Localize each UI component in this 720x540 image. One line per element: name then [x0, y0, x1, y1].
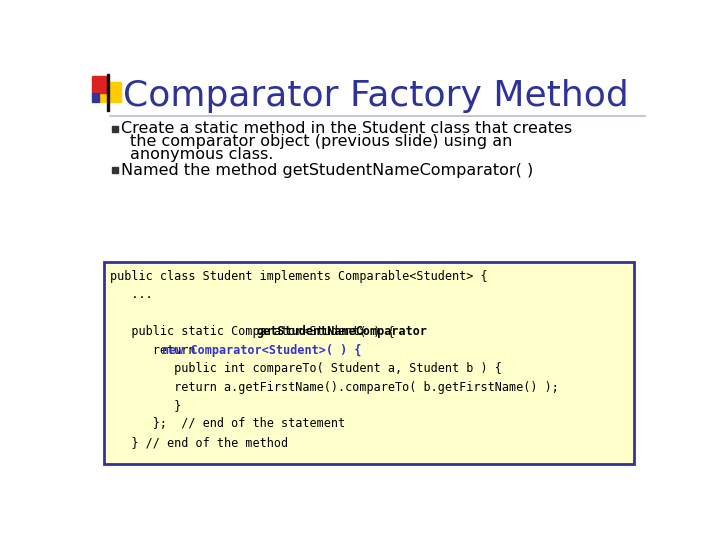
Text: new Comparator<Student>( ) {: new Comparator<Student>( ) {: [161, 343, 361, 356]
Text: Comparator Factory Method: Comparator Factory Method: [122, 79, 629, 113]
Bar: [107, 74, 109, 111]
Text: ( ) {: ( ) {: [351, 325, 395, 338]
Text: the comparator object (previous slide) using an: the comparator object (previous slide) u…: [130, 134, 513, 149]
Text: } // end of the method: } // end of the method: [110, 436, 288, 449]
Text: return a.getFirstName().compareTo( b.getFirstName() );: return a.getFirstName().compareTo( b.get…: [110, 381, 559, 394]
Text: public int compareTo( Student a, Student b ) {: public int compareTo( Student a, Student…: [110, 362, 502, 375]
Text: Create a static method in the Student class that creates: Create a static method in the Student cl…: [121, 121, 572, 136]
Bar: [91, 76, 107, 93]
Text: Named the method getStudentNameComparator( ): Named the method getStudentNameComparato…: [121, 163, 534, 178]
Bar: [112, 167, 118, 173]
Bar: [99, 82, 121, 102]
Bar: [91, 93, 99, 102]
Text: getStudentNameComparator: getStudentNameComparator: [256, 325, 428, 338]
FancyBboxPatch shape: [104, 262, 634, 464]
Text: };  // end of the statement: }; // end of the statement: [110, 417, 346, 430]
Text: ...: ...: [110, 288, 153, 301]
Text: public static Comparator<Student>: public static Comparator<Student>: [110, 325, 374, 338]
Text: return: return: [110, 343, 203, 356]
Text: public class Student implements Comparable<Student> {: public class Student implements Comparab…: [110, 269, 487, 282]
Text: }: }: [110, 399, 181, 412]
Text: anonymous class.: anonymous class.: [130, 147, 274, 163]
Bar: [112, 126, 118, 132]
